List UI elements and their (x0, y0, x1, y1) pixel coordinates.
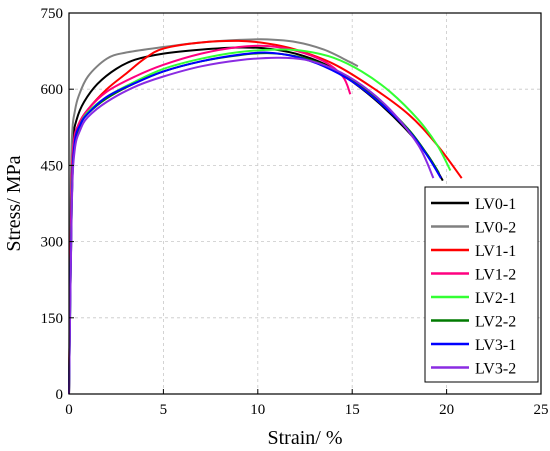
legend-label: LV1-1 (475, 243, 516, 260)
legend-label: LV0-2 (475, 220, 516, 237)
legend-label: LV2-2 (475, 314, 516, 331)
legend-label: LV3-2 (475, 361, 516, 378)
y-tick-label: 150 (41, 311, 64, 327)
series-line-lv0-2 (68, 38, 359, 395)
legend-label: LV0-1 (475, 196, 516, 213)
series-line-lv3-2 (68, 56, 435, 395)
x-tick-label: 5 (160, 402, 168, 418)
plot-frame (68, 12, 542, 395)
x-tick-label: 20 (439, 402, 454, 418)
y-tick-label: 750 (41, 6, 64, 22)
series-lines (68, 38, 463, 395)
x-tick-label: 0 (65, 402, 73, 418)
axis-ticks: 0 5 10 15 20 25 0 150 300 450 600 750 (41, 6, 549, 418)
y-tick-label: 450 (41, 158, 64, 174)
x-tick-label: 15 (345, 402, 360, 418)
x-tick-label: 25 (534, 402, 549, 418)
x-tick-label: 10 (250, 402, 265, 418)
legend-label: LV2-1 (475, 290, 516, 307)
grid-lines (69, 13, 541, 394)
y-axis-label: Stress/ MPa (3, 155, 25, 251)
series-line-lv3-1 (68, 51, 442, 395)
y-tick-label: 300 (41, 235, 64, 251)
y-tick-label: 600 (41, 82, 64, 98)
legend-label: LV3-1 (475, 337, 516, 354)
series-line-lv1-1 (68, 39, 463, 395)
series-line-lv0-1 (68, 46, 444, 395)
legend-label: LV1-2 (475, 267, 516, 284)
x-axis-label: Strain/ % (268, 427, 343, 449)
y-tick-label: 0 (56, 387, 64, 403)
legend: LV0-1 LV0-2 LV1-1 LV1-2 LV2-1 LV2-2 LV3-1 LV3-2 (424, 186, 539, 383)
legend-box (424, 186, 539, 383)
